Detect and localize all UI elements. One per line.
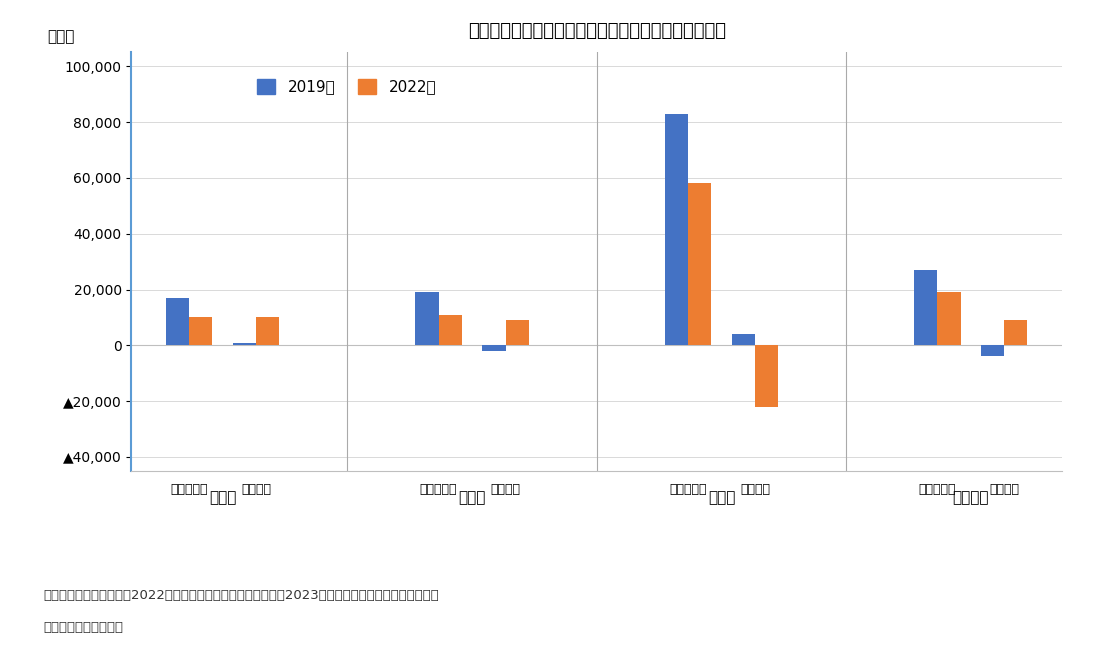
- Text: 神奈川県: 神奈川県: [953, 490, 989, 506]
- Text: （人）: （人）: [48, 29, 76, 44]
- Bar: [439, 315, 462, 345]
- Bar: [506, 320, 529, 345]
- Legend: 2019年, 2022年: 2019年, 2022年: [251, 73, 442, 101]
- Bar: [731, 334, 754, 345]
- Bar: [166, 298, 189, 345]
- Bar: [914, 270, 937, 345]
- Bar: [233, 343, 256, 345]
- Bar: [754, 345, 779, 407]
- Text: 埼玉県: 埼玉県: [209, 490, 237, 506]
- Bar: [256, 317, 279, 345]
- Bar: [981, 345, 1004, 356]
- Text: テュート・プラス作成: テュート・プラス作成: [44, 621, 124, 634]
- Bar: [688, 184, 711, 345]
- Bar: [937, 292, 960, 345]
- Bar: [415, 292, 439, 345]
- Bar: [189, 317, 212, 345]
- Title: 《図表３》東京圈と他の都道府県との間の転入超過数: 《図表３》東京圈と他の都道府県との間の転入超過数: [468, 22, 726, 40]
- Bar: [665, 114, 688, 345]
- Text: 東京都: 東京都: [707, 490, 735, 506]
- Bar: [1004, 320, 1027, 345]
- Bar: [483, 345, 506, 351]
- Text: （資料）総務省統計局「2022年住民基本台帳人口移動報告」（2023年）より、ＳＯＭＰＯインスティ: （資料）総務省統計局「2022年住民基本台帳人口移動報告」（2023年）より、Ｓ…: [44, 589, 439, 602]
- Text: 千葉県: 千葉県: [459, 490, 486, 506]
